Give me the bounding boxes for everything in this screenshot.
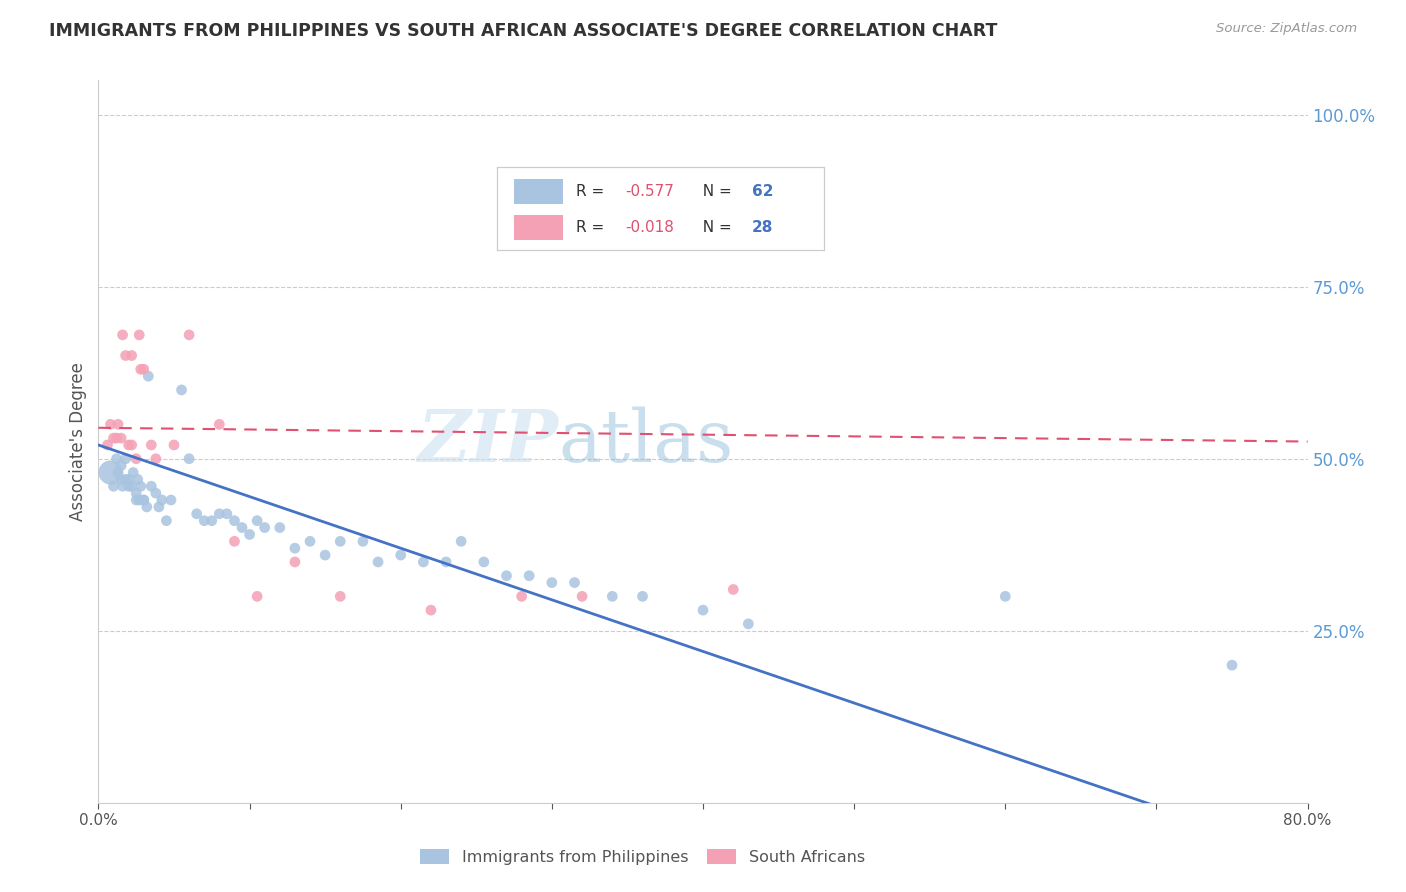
Point	[631, 590, 654, 604]
Point	[110, 472, 132, 486]
Point	[208, 417, 231, 432]
Point	[201, 514, 224, 528]
Point	[118, 472, 141, 486]
Point	[125, 493, 148, 508]
Point	[737, 616, 759, 631]
Point	[299, 534, 322, 549]
Point	[110, 431, 132, 445]
Point	[103, 479, 125, 493]
Point	[224, 534, 246, 549]
Point	[253, 520, 276, 534]
Point	[208, 507, 231, 521]
Point	[145, 451, 167, 466]
Legend: Immigrants from Philippines, South Africans: Immigrants from Philippines, South Afric…	[408, 837, 877, 878]
Point	[994, 590, 1017, 604]
Point	[105, 451, 128, 466]
Point	[148, 500, 170, 514]
Point	[121, 349, 143, 363]
Point	[170, 383, 193, 397]
Point	[96, 438, 118, 452]
Point	[179, 327, 201, 342]
Point	[723, 582, 745, 597]
Point	[155, 514, 177, 528]
Point	[179, 451, 201, 466]
Point	[269, 520, 291, 534]
Point	[160, 493, 183, 508]
Point	[284, 541, 307, 556]
Point	[127, 472, 149, 486]
Point	[100, 417, 122, 432]
Point	[103, 431, 125, 445]
Point	[111, 479, 134, 493]
Point	[141, 479, 163, 493]
Point	[224, 514, 246, 528]
Point	[121, 479, 143, 493]
Point	[145, 486, 167, 500]
Point	[150, 493, 173, 508]
Point	[136, 369, 159, 384]
Point	[420, 603, 443, 617]
Point	[495, 568, 517, 582]
Point	[284, 555, 307, 569]
Point	[193, 514, 215, 528]
Point	[329, 534, 352, 549]
Point	[128, 327, 150, 342]
Point	[246, 514, 269, 528]
Point	[114, 451, 136, 466]
Point	[107, 417, 129, 432]
Point	[510, 590, 533, 604]
Point	[412, 555, 434, 569]
Point	[122, 466, 145, 480]
Point	[100, 466, 122, 480]
Point	[125, 486, 148, 500]
Point	[110, 458, 132, 473]
Point	[602, 590, 624, 604]
Point	[163, 438, 186, 452]
Point	[215, 507, 238, 521]
Point	[118, 479, 141, 493]
Point	[186, 507, 208, 521]
Text: ZIP: ZIP	[418, 406, 558, 477]
Point	[564, 575, 586, 590]
Point	[111, 327, 134, 342]
Point	[352, 534, 374, 549]
Point	[246, 590, 269, 604]
Point	[517, 568, 540, 582]
Point	[105, 431, 128, 445]
Point	[571, 590, 593, 604]
Point	[132, 493, 155, 508]
Point	[135, 500, 157, 514]
Text: IMMIGRANTS FROM PHILIPPINES VS SOUTH AFRICAN ASSOCIATE'S DEGREE CORRELATION CHAR: IMMIGRANTS FROM PHILIPPINES VS SOUTH AFR…	[49, 22, 998, 40]
Text: Source: ZipAtlas.com: Source: ZipAtlas.com	[1216, 22, 1357, 36]
Point	[692, 603, 714, 617]
Point	[121, 438, 143, 452]
Point	[239, 527, 262, 541]
Point	[434, 555, 457, 569]
Point	[314, 548, 336, 562]
Point	[367, 555, 389, 569]
Point	[231, 520, 253, 534]
Point	[129, 479, 152, 493]
Point	[132, 362, 155, 376]
Point	[129, 362, 152, 376]
Y-axis label: Associate's Degree: Associate's Degree	[69, 362, 87, 521]
Point	[329, 590, 352, 604]
Point	[389, 548, 412, 562]
Point	[1220, 658, 1243, 673]
Point	[114, 472, 136, 486]
Point	[118, 438, 141, 452]
Point	[125, 451, 148, 466]
Point	[132, 493, 155, 508]
Point	[114, 349, 136, 363]
Text: atlas: atlas	[558, 406, 734, 477]
Point	[141, 438, 163, 452]
Point	[107, 466, 129, 480]
Point	[128, 493, 150, 508]
Point	[540, 575, 562, 590]
Point	[450, 534, 472, 549]
Point	[472, 555, 495, 569]
